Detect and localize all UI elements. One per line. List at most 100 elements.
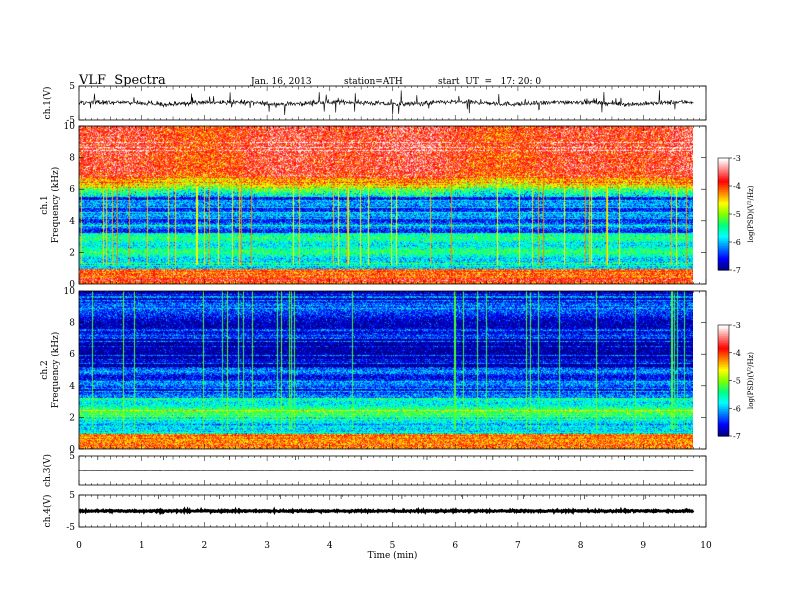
- colorbar-cell: [718, 186, 729, 189]
- colorbar-cell: [718, 330, 729, 333]
- x-tick-label: 5: [390, 541, 396, 551]
- colorbar-tick-label: -6: [733, 404, 741, 413]
- colorbar-cell: [718, 422, 729, 425]
- colorbar-cell: [718, 240, 729, 243]
- colorbar-cell: [718, 357, 729, 361]
- colorbar-cell: [718, 368, 729, 371]
- ch1-spectrogram-image: [79, 126, 693, 284]
- colorbar-cell: [718, 187, 729, 191]
- colorbar-cell: [718, 390, 729, 394]
- colorbar-cell: [718, 159, 729, 163]
- x-tick-label: 2: [202, 541, 208, 551]
- colorbar-cell: [718, 383, 729, 387]
- x-tick-label: 4: [327, 541, 333, 551]
- colorbar-cell: [718, 243, 729, 247]
- y-tick-label: 10: [64, 287, 76, 297]
- colorbar-cell: [718, 403, 729, 406]
- colorbar-cell: [718, 328, 729, 331]
- colorbar-cell: [718, 221, 729, 224]
- colorbar-tick-label: -7: [733, 432, 741, 441]
- colorbar-cell: [718, 406, 729, 409]
- colorbar-cell: [718, 413, 729, 416]
- colorbar-cell: [718, 399, 729, 402]
- colorbar-cell: [718, 175, 729, 178]
- chart-start-time: start UT = 17: 20: 0: [438, 77, 542, 87]
- colorbar-cell: [718, 242, 729, 245]
- colorbar-cell: [718, 331, 729, 335]
- colorbar-cell: [718, 401, 729, 404]
- colorbar-cell: [718, 429, 729, 432]
- colorbar-cell: [718, 236, 729, 240]
- colorbar-tick-label: -7: [733, 266, 741, 275]
- colorbar-cell: [718, 170, 729, 173]
- colorbar-cell: [718, 264, 729, 268]
- colorbar-cell: [718, 172, 729, 175]
- colorbar-cell: [718, 370, 729, 373]
- colorbar-cell: [718, 161, 729, 164]
- colorbar-cell: [718, 189, 729, 192]
- y-axis-channel-label: ch.1: [40, 195, 50, 214]
- colorbar-label: log(PSD)(V²/Hz): [747, 352, 755, 409]
- colorbar-cell: [718, 380, 729, 383]
- colorbar-cell: [718, 252, 729, 255]
- colorbar-cell: [718, 177, 729, 180]
- colorbar-cell: [718, 338, 729, 342]
- colorbar-cell: [718, 214, 729, 217]
- colorbar-cell: [718, 254, 729, 257]
- colorbar-cell: [718, 263, 729, 266]
- colorbar-cell: [718, 229, 729, 233]
- y-tick-label: -5: [66, 116, 75, 126]
- chart-title: VLF Spectra: [79, 73, 166, 88]
- colorbar-cell: [718, 173, 729, 177]
- colorbar-cell: [718, 418, 729, 421]
- colorbar-cell: [718, 396, 729, 399]
- x-tick-label: 9: [640, 541, 646, 551]
- colorbar-cell: [718, 375, 729, 378]
- colorbar-cell: [718, 233, 729, 236]
- colorbar-cell: [718, 208, 729, 212]
- y-axis-label: Frequency (kHz): [50, 332, 61, 409]
- ch1-trace: [78, 90, 694, 116]
- colorbar-cell: [718, 247, 729, 250]
- colorbar-cell: [718, 382, 729, 385]
- y-tick-label: 4: [69, 217, 75, 227]
- colorbar-cell: [718, 361, 729, 364]
- colorbar-cell: [718, 420, 729, 423]
- colorbar-cell: [718, 268, 729, 271]
- chart-date: Jan. 16, 2013: [251, 77, 312, 87]
- y-tick-label: 2: [69, 413, 75, 423]
- colorbar-cell: [718, 191, 729, 194]
- x-axis-label: Time (min): [368, 550, 418, 561]
- colorbar-cell: [718, 344, 729, 347]
- colorbar-cell: [718, 387, 729, 390]
- colorbar-cell: [718, 193, 729, 196]
- x-tick-label: 10: [700, 541, 712, 551]
- colorbar-cell: [718, 166, 729, 170]
- colorbar-cell: [718, 235, 729, 238]
- colorbar-cell: [718, 207, 729, 210]
- colorbar-tick-label: -6: [733, 238, 741, 247]
- colorbar-cell: [718, 430, 729, 434]
- colorbar-cell: [718, 359, 729, 363]
- chart-station: station=ATH: [344, 77, 403, 87]
- colorbar-cell: [718, 340, 729, 343]
- colorbar-cell: [718, 352, 729, 356]
- colorbar-cell: [718, 205, 729, 208]
- y-tick-label: 5: [69, 452, 75, 462]
- y-tick-label: 5: [69, 82, 75, 92]
- colorbar-cell: [718, 158, 729, 161]
- y-tick-label: 0: [69, 445, 75, 455]
- colorbar-cell: [718, 226, 729, 229]
- colorbar-tick-label: -4: [733, 182, 741, 191]
- colorbar-cell: [718, 389, 729, 392]
- ch4-trace: [78, 506, 695, 516]
- y-tick-label: 5: [69, 491, 75, 501]
- colorbar-cell: [718, 416, 729, 420]
- colorbar-cell: [718, 378, 729, 382]
- colorbar-cell: [718, 245, 729, 248]
- colorbar-cell: [718, 250, 729, 254]
- x-tick-label: 0: [76, 541, 82, 551]
- colorbar-cell: [718, 228, 729, 231]
- colorbar-cell: [718, 238, 729, 241]
